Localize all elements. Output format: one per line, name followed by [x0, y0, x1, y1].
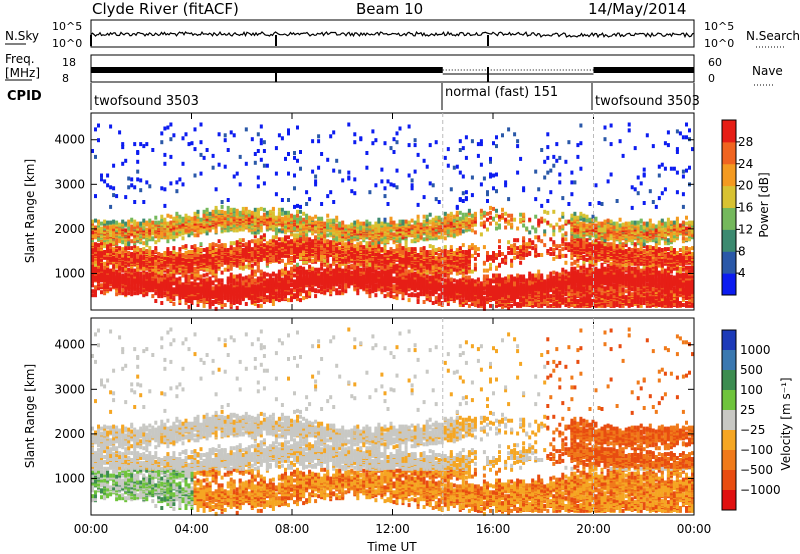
nsky-tick-top: 10^5 [52, 20, 82, 33]
colorbar-swatch [722, 120, 736, 143]
time-tick-label: 16:00 [476, 522, 511, 536]
nave-tick-bottom: 0 [708, 72, 715, 85]
power-colorbar-tick: 12 [738, 222, 753, 236]
time-tick-label: 00:00 [677, 522, 712, 536]
freq-tick-top: 18 [62, 56, 76, 69]
velocity-ylabel: Slant Range [km] [23, 364, 37, 468]
freq-unit-label: [MHz] [5, 66, 40, 80]
time-axis: 00:00 04:00 08:00 12:00 16:00 20:00 00:00 [74, 113, 712, 536]
colorbar-swatch [722, 390, 736, 411]
velocity-colorbar-tick: −1000 [740, 483, 781, 497]
nsky-tick-bottom: 10^0 [52, 37, 82, 50]
power-colorbar-label: Power [dB] [757, 172, 771, 237]
velocity-colorbar-tick: 1000 [740, 343, 771, 357]
freq-panel: Freq. [MHz] 18 8 60 0 Nave [5, 52, 783, 86]
power-colorbar-tick: 24 [738, 157, 753, 171]
velocity-colorbar-tick: −500 [740, 463, 773, 477]
colorbar-swatch [722, 330, 736, 351]
velocity-panel: 1000 2000 3000 4000 Slant Range [km] 1000 50… [23, 317, 793, 516]
power-colorbar-tick: 20 [738, 179, 753, 193]
nsky-panel: N.Sky 10^5 10^0 10^5 10^0 N.Search [5, 19, 800, 50]
power-colorbar-tick: 8 [738, 244, 746, 258]
velocity-colorbar-tick: 25 [740, 403, 755, 417]
freq-label: Freq. [5, 52, 35, 66]
range-tick-label: 4000 [54, 338, 85, 352]
nsky-trace [90, 30, 695, 46]
power-y-axis: 1000 2000 3000 4000 [54, 133, 694, 280]
nsearch-label: N.Search [746, 29, 800, 43]
power-panel: 1000 2000 3000 4000 Slant Range [km] 4 8 12 16… [23, 112, 771, 311]
freq-trace [91, 67, 694, 82]
velocity-heatmap [91, 327, 694, 516]
colorbar-swatch [722, 163, 736, 187]
time-tick-label: 04:00 [174, 522, 209, 536]
power-colorbar-tick: 28 [738, 135, 753, 149]
colorbar-swatch [722, 410, 736, 431]
range-tick-label: 2000 [54, 427, 85, 441]
colorbar-swatch [722, 450, 736, 471]
range-tick-label: 1000 [54, 266, 85, 280]
colorbar-swatch [722, 470, 736, 491]
time-axis-label: Time UT [366, 540, 417, 554]
velocity-colorbar-tick: −25 [740, 423, 765, 437]
velocity-colorbar: 1000 500 100 25 −25 −100 −500 −1000 [721, 329, 781, 511]
range-tick-label: 1000 [54, 471, 85, 485]
power-colorbar-tick: 16 [738, 201, 753, 215]
colorbar-swatch [722, 430, 736, 451]
colorbar-swatch [722, 207, 736, 230]
range-tick-label: 2000 [54, 222, 85, 236]
time-tick-label: 12:00 [375, 522, 410, 536]
velocity-y-axis: 1000 2000 3000 4000 [54, 338, 694, 485]
colorbar-swatch [722, 350, 736, 371]
time-tick-label: 00:00 [74, 522, 109, 536]
colorbar-swatch [722, 251, 736, 274]
colorbar-swatch [722, 490, 736, 511]
cpid-segment-3: twofsound 3503 [595, 94, 700, 109]
freq-tick-bottom: 8 [62, 72, 69, 85]
range-tick-label: 3000 [54, 177, 85, 191]
power-colorbar: 4 8 12 16 20 24 28 [721, 119, 753, 296]
nave-label: Nave [752, 64, 783, 78]
velocity-colorbar-tick: −100 [740, 443, 773, 457]
velocity-colorbar-tick: 500 [740, 363, 763, 377]
velocity-colorbar-tick: 100 [740, 383, 763, 397]
velocity-colorbar-label: Velocity [m s⁻¹] [779, 377, 793, 470]
cpid-segment-2: normal (fast) 151 [445, 85, 558, 100]
nsearch-tick-top: 10^5 [704, 20, 734, 33]
cpid-label: CPID [7, 89, 42, 104]
power-heatmap [91, 122, 694, 311]
cpid-segment-1: twofsound 3503 [94, 94, 199, 109]
colorbar-swatch [722, 141, 736, 165]
beam-title: Beam 10 [356, 0, 423, 18]
colorbar-swatch [722, 370, 736, 391]
time-tick-label: 20:00 [576, 522, 611, 536]
cpid-panel: CPID twofsound 3503 normal (fast) 151 tw… [7, 83, 700, 110]
colorbar-swatch [722, 185, 736, 208]
colorbar-swatch [722, 273, 736, 296]
range-tick-label: 4000 [54, 133, 85, 147]
power-colorbar-tick: 4 [738, 266, 746, 280]
power-ylabel: Slant Range [km] [23, 159, 37, 263]
station-title: Clyde River (fitACF) [92, 0, 239, 18]
nsky-label: N.Sky [5, 29, 39, 43]
nave-tick-top: 60 [708, 56, 722, 69]
colorbar-swatch [722, 229, 736, 252]
date-title: 14/May/2014 [588, 0, 686, 18]
time-tick-label: 08:00 [275, 522, 310, 536]
range-tick-label: 3000 [54, 382, 85, 396]
nsearch-tick-bottom: 10^0 [704, 37, 734, 50]
